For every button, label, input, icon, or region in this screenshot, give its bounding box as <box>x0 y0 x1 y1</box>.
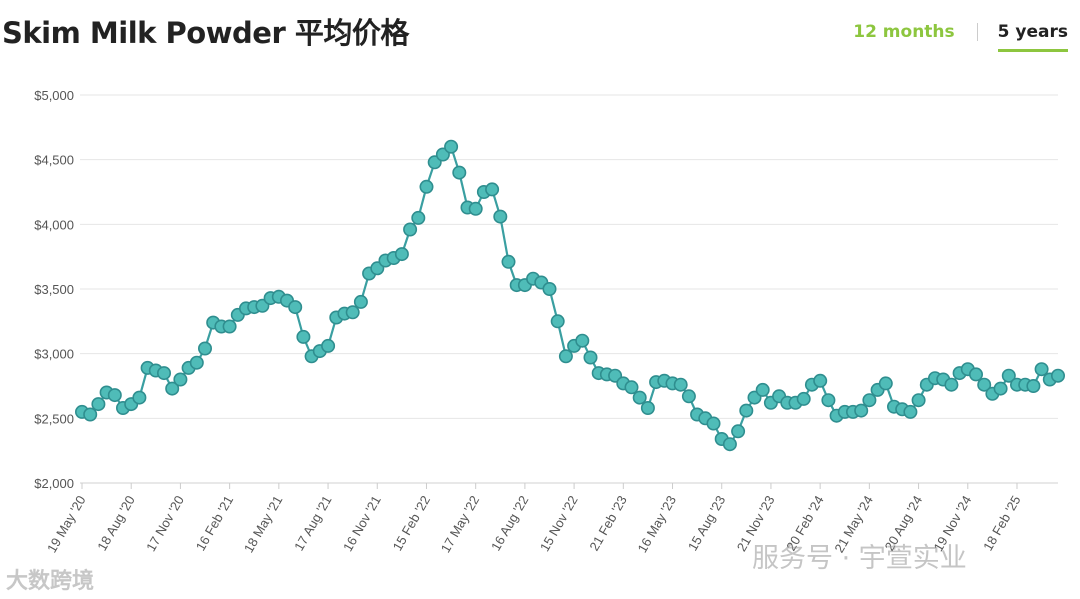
x-tick-label: 19 May '20 <box>44 493 89 555</box>
data-point[interactable] <box>444 139 459 154</box>
data-point[interactable] <box>821 393 836 408</box>
data-point[interactable] <box>345 305 360 320</box>
y-tick-label: $5,000 <box>34 88 74 103</box>
data-point[interactable] <box>993 381 1008 396</box>
data-point[interactable] <box>755 382 770 397</box>
data-point[interactable] <box>632 390 647 405</box>
data-point[interactable] <box>575 333 590 348</box>
y-axis-ticks: $2,000 $2,500 $3,000 $3,500 $4,000 $4,500 $5,0… <box>34 88 74 491</box>
x-tick-label: 16 Nov '21 <box>340 493 384 554</box>
data-point[interactable] <box>681 389 696 404</box>
data-point[interactable] <box>411 210 426 225</box>
data-point[interactable] <box>198 341 213 356</box>
tab-5-years[interactable]: 5 years <box>997 22 1068 52</box>
x-tick-label: 17 Aug '21 <box>291 493 335 553</box>
data-point[interactable] <box>321 338 336 353</box>
data-point[interactable] <box>977 377 992 392</box>
x-tick-label: 15 Nov '22 <box>537 493 581 554</box>
data-point[interactable] <box>83 407 98 422</box>
data-point[interactable] <box>583 350 598 365</box>
data-point[interactable] <box>1051 368 1066 383</box>
x-tick-label: 16 Aug '22 <box>488 493 532 553</box>
data-point[interactable] <box>911 393 926 408</box>
x-tick-label: 17 May '22 <box>438 493 483 555</box>
x-tick-label: 15 Aug '23 <box>685 493 729 553</box>
tab-12-months[interactable]: 12 months <box>853 22 955 42</box>
data-point[interactable] <box>353 294 368 309</box>
data-point[interactable] <box>165 381 180 396</box>
data-point[interactable] <box>968 367 983 382</box>
watermark-right: 服务号 · 宇萱实业 <box>752 543 967 574</box>
x-tick-label: 18 May '21 <box>241 493 286 555</box>
data-point[interactable] <box>394 247 409 262</box>
x-tick-label: 17 Nov '20 <box>143 493 187 554</box>
data-point[interactable] <box>673 377 688 392</box>
data-point[interactable] <box>624 380 639 395</box>
data-point[interactable] <box>403 222 418 237</box>
data-point[interactable] <box>296 329 311 344</box>
range-tabs: 12 months 5 years <box>853 22 1068 52</box>
data-point[interactable] <box>107 388 122 403</box>
series-line <box>81 144 1059 446</box>
data-point[interactable] <box>558 349 573 364</box>
tab-separator <box>976 23 978 41</box>
data-point[interactable] <box>1001 368 1016 383</box>
data-point[interactable] <box>944 377 959 392</box>
data-point[interactable] <box>854 403 869 418</box>
data-point[interactable] <box>739 403 754 418</box>
data-point[interactable] <box>878 376 893 391</box>
y-tick-label: $4,000 <box>34 217 74 232</box>
grid-lines <box>80 94 1058 484</box>
data-point[interactable] <box>550 314 565 329</box>
data-point[interactable] <box>722 437 737 452</box>
data-point[interactable] <box>173 372 188 387</box>
data-point[interactable] <box>1026 378 1041 393</box>
data-point[interactable] <box>542 281 557 296</box>
y-tick-label: $4,500 <box>34 153 74 168</box>
data-point[interactable] <box>903 404 918 419</box>
data-point[interactable] <box>91 397 106 412</box>
data-point[interactable] <box>706 416 721 431</box>
y-tick-label: $2,000 <box>34 476 74 491</box>
y-tick-label: $3,500 <box>34 282 74 297</box>
data-point[interactable] <box>1034 362 1049 377</box>
x-tick-label: 18 Feb '25 <box>980 493 1024 553</box>
x-tick-label: 18 Aug '20 <box>94 493 138 553</box>
data-point[interactable] <box>493 209 508 224</box>
data-point[interactable] <box>452 165 467 180</box>
data-point[interactable] <box>813 373 828 388</box>
data-point[interactable] <box>288 300 303 315</box>
data-point[interactable] <box>189 355 204 370</box>
data-point[interactable] <box>640 400 655 415</box>
x-tick-label: 15 Feb '22 <box>390 493 434 553</box>
x-tick-label: 16 Feb '21 <box>193 493 237 553</box>
data-point[interactable] <box>796 391 811 406</box>
data-point[interactable] <box>157 366 172 381</box>
data-point[interactable] <box>485 182 500 197</box>
data-point[interactable] <box>132 390 147 405</box>
watermark-left: 大数跨境 <box>6 569 95 594</box>
data-point[interactable] <box>501 254 516 269</box>
y-tick-label: $3,000 <box>34 347 74 362</box>
data-point[interactable] <box>222 319 237 334</box>
y-tick-label: $2,500 <box>34 411 74 426</box>
data-point[interactable] <box>419 179 434 194</box>
series-points <box>75 139 1066 452</box>
data-point[interactable] <box>468 201 483 216</box>
x-tick-label: 16 May '23 <box>635 493 680 555</box>
data-point[interactable] <box>862 393 877 408</box>
page-title: Skim Milk Powder 平均价格 <box>2 16 409 50</box>
x-tick-label: 21 Feb '23 <box>586 493 630 553</box>
data-point[interactable] <box>731 424 746 439</box>
